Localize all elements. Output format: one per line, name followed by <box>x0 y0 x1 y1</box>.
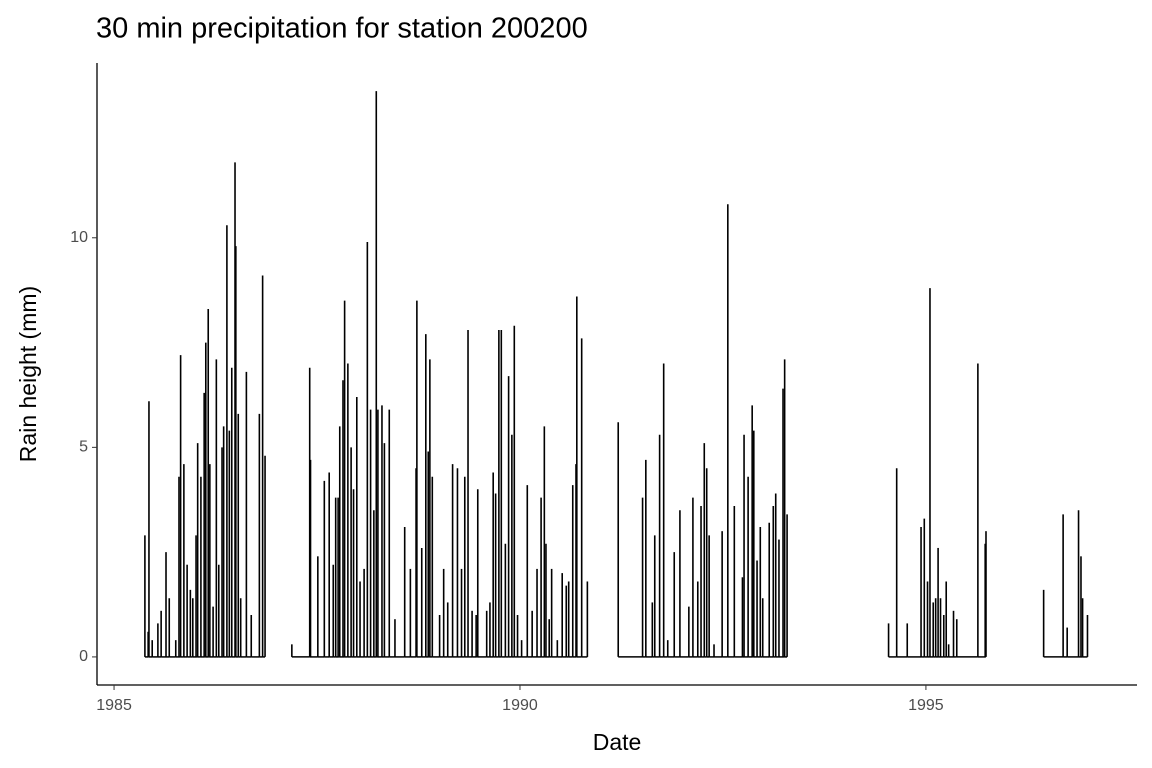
chart-title: 30 min precipitation for station 200200 <box>96 13 588 45</box>
x-tick-label: 1995 <box>908 697 944 714</box>
y-tick-label: 0 <box>79 648 88 665</box>
y-tick-label: 10 <box>70 229 88 246</box>
y-axis-label: Rain height (mm) <box>15 286 41 462</box>
x-axis-label: Date <box>593 729 642 755</box>
x-tick-label: 1990 <box>502 697 538 714</box>
x-tick-label: 1985 <box>96 697 132 714</box>
y-tick-label: 5 <box>79 439 88 456</box>
